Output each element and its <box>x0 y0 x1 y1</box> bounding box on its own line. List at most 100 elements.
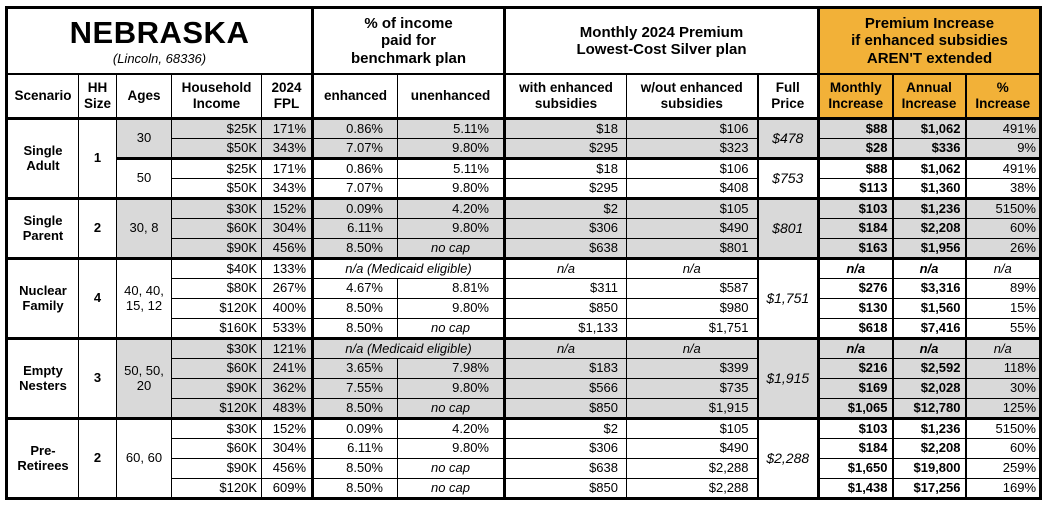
cell-monthly-increase: n/a <box>817 337 893 359</box>
cell-fpl: 304% <box>261 438 313 459</box>
cell-pct-increase: 60% <box>964 438 1041 459</box>
cell-pct-increase: 30% <box>964 378 1041 399</box>
col-header-scenario: Scenario <box>6 73 79 120</box>
cell-household-income: $30K <box>171 417 262 439</box>
cell-annual-increase: $1,360 <box>891 178 966 199</box>
state-subtitle: (Lincoln, 68336) <box>112 51 207 67</box>
cell-unenhanced-pct: 8.81% <box>397 278 505 299</box>
cell-household-income: $120K <box>171 398 262 419</box>
cell-monthly-increase: $103 <box>817 197 893 219</box>
cell-household-income: $50K <box>171 138 262 159</box>
cell-annual-increase: $1,236 <box>891 417 966 439</box>
cell-fpl: 121% <box>261 337 313 359</box>
cell-scenario: Single Parent <box>6 197 79 259</box>
cell-wout-subsidies: $735 <box>626 378 758 399</box>
cell-monthly-increase: $130 <box>817 298 893 319</box>
cell-annual-increase: $1,062 <box>891 157 966 179</box>
cell-enhanced-pct: 7.07% <box>311 178 398 199</box>
cell-monthly-increase: $113 <box>817 178 893 199</box>
cell-unenhanced-pct: 4.20% <box>397 197 505 219</box>
cell-ages: 50, 50, 20 <box>116 337 172 419</box>
cell-wout-subsidies: n/a <box>626 337 758 359</box>
cell-household-income: $80K <box>171 278 262 299</box>
cell-ages: 50 <box>116 157 172 199</box>
cell-unenhanced-pct: 4.20% <box>397 417 505 439</box>
cell-unenhanced-pct: 5.11% <box>397 157 505 179</box>
cell-fpl: 343% <box>261 178 313 199</box>
cell-annual-increase: n/a <box>891 337 966 359</box>
cell-annual-increase: $12,780 <box>891 398 966 419</box>
cell-monthly-increase: $163 <box>817 238 893 259</box>
table-row: $50K 343% 7.07% 9.80% $295 $323 $28 $336 9% <box>7 138 1041 159</box>
cell-annual-increase: $19,800 <box>891 458 966 479</box>
cell-household-income: $160K <box>171 318 262 339</box>
table-row: $120K 609% 8.50% no cap $850 $2,288 $1,438 $17,… <box>7 478 1041 499</box>
cell-enhanced-pct: 8.50% <box>311 478 398 499</box>
cell-unenhanced-pct: 9.80% <box>397 218 505 239</box>
cell-full-price: $753 <box>756 157 819 199</box>
col-header-with-subsidies: with enhanced subsidies <box>503 73 627 120</box>
col-header-income: Household Income <box>171 73 262 120</box>
cell-household-income: $90K <box>171 378 262 399</box>
cell-annual-increase: $2,028 <box>891 378 966 399</box>
cell-pct-increase: 5150% <box>964 417 1041 439</box>
cell-with-subsidies: $306 <box>503 218 627 239</box>
cell-scenario: Nuclear Family <box>6 257 79 339</box>
cell-pct-increase: 55% <box>964 318 1041 339</box>
cell-wout-subsidies: $105 <box>626 417 758 439</box>
cell-hh-size: 2 <box>78 197 117 259</box>
cell-monthly-increase: $88 <box>817 117 893 139</box>
state-title: NEBRASKA <box>69 14 250 50</box>
cell-monthly-increase: $276 <box>817 278 893 299</box>
table-row: $60K 241% 3.65% 7.98% $183 $399 $216 $2,592 118% <box>7 358 1041 379</box>
cell-fpl: 362% <box>261 378 313 399</box>
cell-enhanced-pct: 7.55% <box>311 378 398 399</box>
cell-with-subsidies: $295 <box>503 178 627 199</box>
cell-pct-increase: 60% <box>964 218 1041 239</box>
cell-annual-increase: $17,256 <box>891 478 966 499</box>
group-header-premium: Monthly 2024 Premium Lowest-Cost Silver … <box>503 7 819 75</box>
cell-wout-subsidies: $490 <box>626 218 758 239</box>
cell-unenhanced-pct: no cap <box>397 478 505 499</box>
table-row: 50 $25K 171% 0.86% 5.11% $18 $106 $753 $88 $1,062… <box>7 157 1041 199</box>
cell-monthly-increase: $184 <box>817 438 893 459</box>
cell-with-subsidies: $183 <box>503 358 627 379</box>
cell-wout-subsidies: $980 <box>626 298 758 319</box>
cell-wout-subsidies: $106 <box>626 157 758 179</box>
cell-fpl: 171% <box>261 157 313 179</box>
cell-monthly-increase: $88 <box>817 157 893 179</box>
cell-enhanced-pct: 0.86% <box>311 157 398 179</box>
cell-medicaid-eligible: n/a (Medicaid eligible) <box>311 337 505 359</box>
cell-enhanced-pct: 6.11% <box>311 218 398 239</box>
cell-household-income: $60K <box>171 358 262 379</box>
cell-monthly-increase: n/a <box>817 257 893 279</box>
cell-enhanced-pct: 4.67% <box>311 278 398 299</box>
cell-monthly-increase: $618 <box>817 318 893 339</box>
cell-ages: 60, 60 <box>116 417 172 499</box>
cell-household-income: $30K <box>171 337 262 359</box>
cell-with-subsidies: n/a <box>503 257 627 279</box>
table-row: Empty Nesters 3 50, 50, 20 $30K 121% n/a (Med… <box>6 337 1041 419</box>
cell-monthly-increase: $184 <box>817 218 893 239</box>
cell-hh-size: 3 <box>78 337 117 419</box>
cell-with-subsidies: $295 <box>503 138 627 159</box>
cell-enhanced-pct: 8.50% <box>311 318 398 339</box>
cell-fpl: 133% <box>261 257 313 279</box>
cell-annual-increase: $2,208 <box>891 218 966 239</box>
cell-fpl: 171% <box>261 117 313 139</box>
cell-wout-subsidies: $399 <box>626 358 758 379</box>
cell-pct-increase: 118% <box>964 358 1041 379</box>
col-header-fpl: 2024 FPL <box>261 73 313 120</box>
cell-household-income: $25K <box>171 157 262 179</box>
cell-wout-subsidies: n/a <box>626 257 758 279</box>
cell-fpl: 533% <box>261 318 313 339</box>
cell-pct-increase: 26% <box>964 238 1041 259</box>
cell-annual-increase: $7,416 <box>891 318 966 339</box>
col-header-wout-subsidies: w/out enhanced subsidies <box>626 73 758 120</box>
table-row: $60K 304% 6.11% 9.80% $306 $490 $184 $2,208 60% <box>7 218 1041 239</box>
table-row: $160K 533% 8.50% no cap $1,133 $1,751 $618 $7,4… <box>7 318 1041 339</box>
cell-wout-subsidies: $2,288 <box>626 478 758 499</box>
cell-fpl: 152% <box>261 197 313 219</box>
cell-annual-increase: $3,316 <box>891 278 966 299</box>
cell-annual-increase: $336 <box>891 138 966 159</box>
